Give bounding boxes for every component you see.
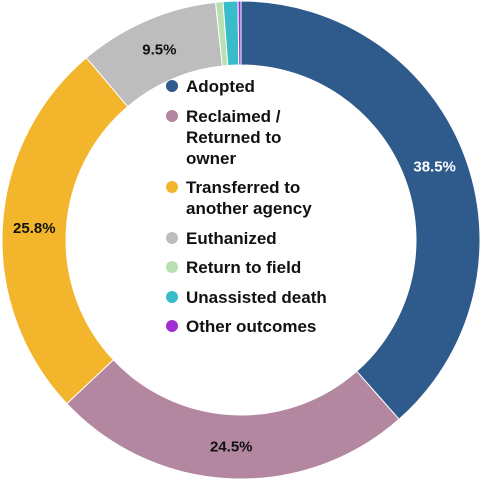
- donut-slice-other-outcomes: [237, 0, 242, 66]
- legend-item-other-outcomes: Other outcomes: [166, 316, 327, 337]
- data-label-reclaimed: 24.5%: [210, 438, 253, 455]
- data-label-adopted: 38.5%: [413, 158, 456, 175]
- legend-label-transferred: Transferred to another agency: [186, 178, 312, 218]
- legend-item-return-to-field: Return to field: [166, 257, 327, 278]
- chart-legend: Adopted Reclaimed / Returned to owner Tr…: [166, 76, 327, 346]
- legend-item-reclaimed: Reclaimed / Returned to owner: [166, 106, 327, 169]
- legend-marker-unassisted-death: [166, 290, 178, 303]
- legend-marker-transferred: [166, 181, 178, 193]
- legend-label-return-to-field: Return to field: [186, 258, 302, 277]
- legend-marker-adopted: [166, 80, 178, 92]
- legend-label-adopted: Adopted: [186, 77, 255, 96]
- data-label-euthanized: 9.5%: [142, 41, 176, 58]
- legend-label-reclaimed: Reclaimed / Returned to owner: [186, 106, 282, 168]
- legend-marker-reclaimed: [166, 109, 178, 122]
- legend-label-unassisted-death: Unassisted death: [186, 287, 327, 307]
- legend-item-adopted: Adopted: [166, 76, 327, 97]
- legend-marker-other-outcomes: [166, 320, 178, 332]
- data-label-transferred: 25.8%: [13, 220, 56, 237]
- donut-slice-reclaimed: [66, 359, 400, 480]
- legend-marker-return-to-field: [166, 261, 178, 273]
- donut-slice-transferred: [1, 57, 129, 405]
- legend-label-euthanized: Euthanized: [186, 228, 277, 248]
- legend-item-unassisted-death: Unassisted death: [166, 287, 327, 308]
- donut-slice-adopted: [240, 0, 480, 420]
- legend-label-other-outcomes: Other outcomes: [186, 317, 317, 336]
- legend-item-transferred: Transferred to another agency: [166, 177, 327, 219]
- legend-item-euthanized: Euthanized: [166, 228, 327, 249]
- legend-marker-euthanized: [166, 231, 178, 244]
